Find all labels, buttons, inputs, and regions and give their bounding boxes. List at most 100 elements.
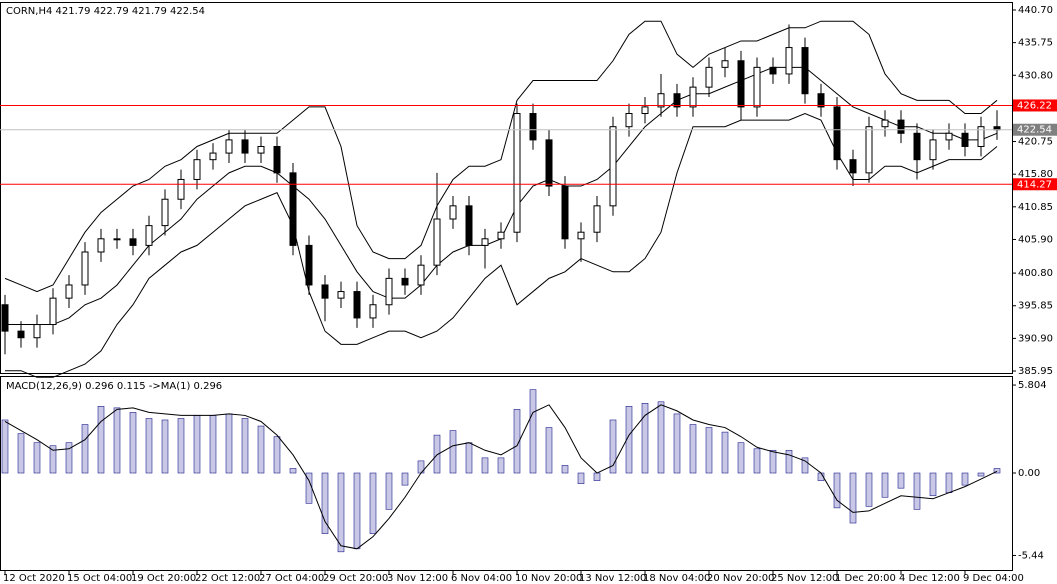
x-tick-label: 18 Nov 04:00	[643, 573, 710, 584]
y-tick-label: 440.70	[1018, 5, 1053, 16]
macd-bar	[673, 413, 681, 474]
macd-bar	[753, 448, 761, 474]
macd-bar	[209, 415, 217, 474]
candle-body	[545, 139, 553, 187]
candle-body	[833, 106, 841, 161]
macd-bar	[993, 468, 1001, 474]
candle-body	[401, 277, 409, 286]
macd-bar	[977, 472, 985, 477]
macd-bar	[849, 472, 857, 524]
y-tick-label: 410.85	[1018, 202, 1053, 213]
macd-bar	[129, 412, 137, 474]
x-tick-label: 13 Nov 12:00	[579, 573, 646, 584]
candle-body	[385, 277, 393, 306]
macd-bar	[561, 465, 569, 474]
macd-bar	[945, 472, 953, 494]
candle-body	[129, 238, 137, 246]
x-tick-label: 1 Dec 20:00	[835, 573, 896, 584]
candle-body	[225, 139, 233, 154]
x-tick-label: 20 Nov 20:00	[707, 573, 774, 584]
candle-body	[433, 218, 441, 266]
candle-body	[673, 93, 681, 108]
macd-bar	[65, 442, 73, 474]
candle-body	[881, 119, 889, 128]
y-tick-label: 405.90	[1018, 234, 1053, 245]
candle-body	[593, 205, 601, 233]
candle-body	[369, 304, 377, 319]
macd-bar	[145, 418, 153, 474]
price-level-label: 414.27	[1017, 179, 1052, 190]
candle-body	[1, 304, 9, 332]
macd-bar	[49, 445, 57, 474]
macd-bar	[833, 472, 841, 509]
candle-body	[641, 106, 649, 115]
candle-body	[161, 198, 169, 227]
macd-bar	[689, 424, 697, 474]
candle-body	[241, 139, 249, 154]
candle-body	[177, 178, 185, 200]
bollinger-lower	[5, 112, 998, 378]
y-tick-label: -5.44	[1018, 550, 1044, 561]
macd-bar	[385, 472, 393, 510]
macd-bar	[337, 472, 345, 553]
macd-bar	[609, 419, 617, 474]
candle-body	[737, 60, 745, 108]
macd-bar	[785, 449, 793, 474]
macd-title: MACD(12,26,9) 0.296 0.115 ->MA(1) 0.296	[6, 381, 222, 392]
candle-body	[849, 159, 857, 174]
candle-body	[817, 93, 825, 108]
candle-body	[929, 139, 937, 161]
macd-bar	[545, 427, 553, 474]
macd-bar	[737, 442, 745, 474]
macd-bar	[161, 419, 169, 474]
candle-body	[273, 145, 281, 174]
candle-body	[801, 47, 809, 95]
macd-bar	[641, 403, 649, 474]
main-pane	[0, 2, 1013, 374]
candle-body	[609, 126, 617, 207]
macd-bar	[177, 418, 185, 474]
macd-bar	[881, 472, 889, 498]
macd-bar	[465, 442, 473, 474]
macd-bar	[321, 472, 329, 534]
y-tick-label: 385.95	[1018, 366, 1053, 377]
bollinger-upper	[4, 20, 998, 293]
macd-bar	[961, 472, 969, 486]
candle-body	[465, 205, 473, 246]
candle-body	[33, 324, 41, 339]
macd-bar	[625, 406, 633, 474]
y-tick-label: 395.85	[1018, 301, 1053, 312]
candle-body	[721, 60, 729, 68]
macd-bar	[273, 436, 281, 474]
y-tick-label: 5.804	[1018, 380, 1047, 391]
candle-body	[913, 132, 921, 161]
x-tick-label: 12 Oct 2020	[3, 573, 65, 584]
macd-bar	[97, 406, 105, 474]
x-tick-label: 25 Nov 12:00	[771, 573, 838, 584]
candle-body	[289, 172, 297, 246]
candle-body	[337, 291, 345, 299]
macd-bar	[897, 472, 905, 489]
candle-body	[689, 86, 697, 108]
candle-body	[417, 264, 425, 286]
x-tick-label: 9 Dec 04:00	[963, 573, 1024, 584]
x-tick-label: 19 Oct 20:00	[131, 573, 196, 584]
candle-body	[145, 225, 153, 246]
candle-body	[577, 231, 585, 240]
candle-body	[769, 66, 777, 75]
macd-bar	[33, 442, 41, 474]
x-tick-label: 22 Oct 12:00	[195, 573, 260, 584]
candle-body	[865, 126, 873, 174]
x-tick-label: 4 Dec 12:00	[899, 573, 960, 584]
candle-body	[193, 159, 201, 180]
y-tick-label: 400.80	[1018, 268, 1053, 279]
candle-body	[657, 93, 665, 108]
candle-body	[945, 132, 953, 141]
candle-body	[961, 132, 969, 147]
candle-body	[529, 113, 537, 141]
macd-bar	[17, 433, 25, 474]
candle-body	[17, 330, 25, 339]
